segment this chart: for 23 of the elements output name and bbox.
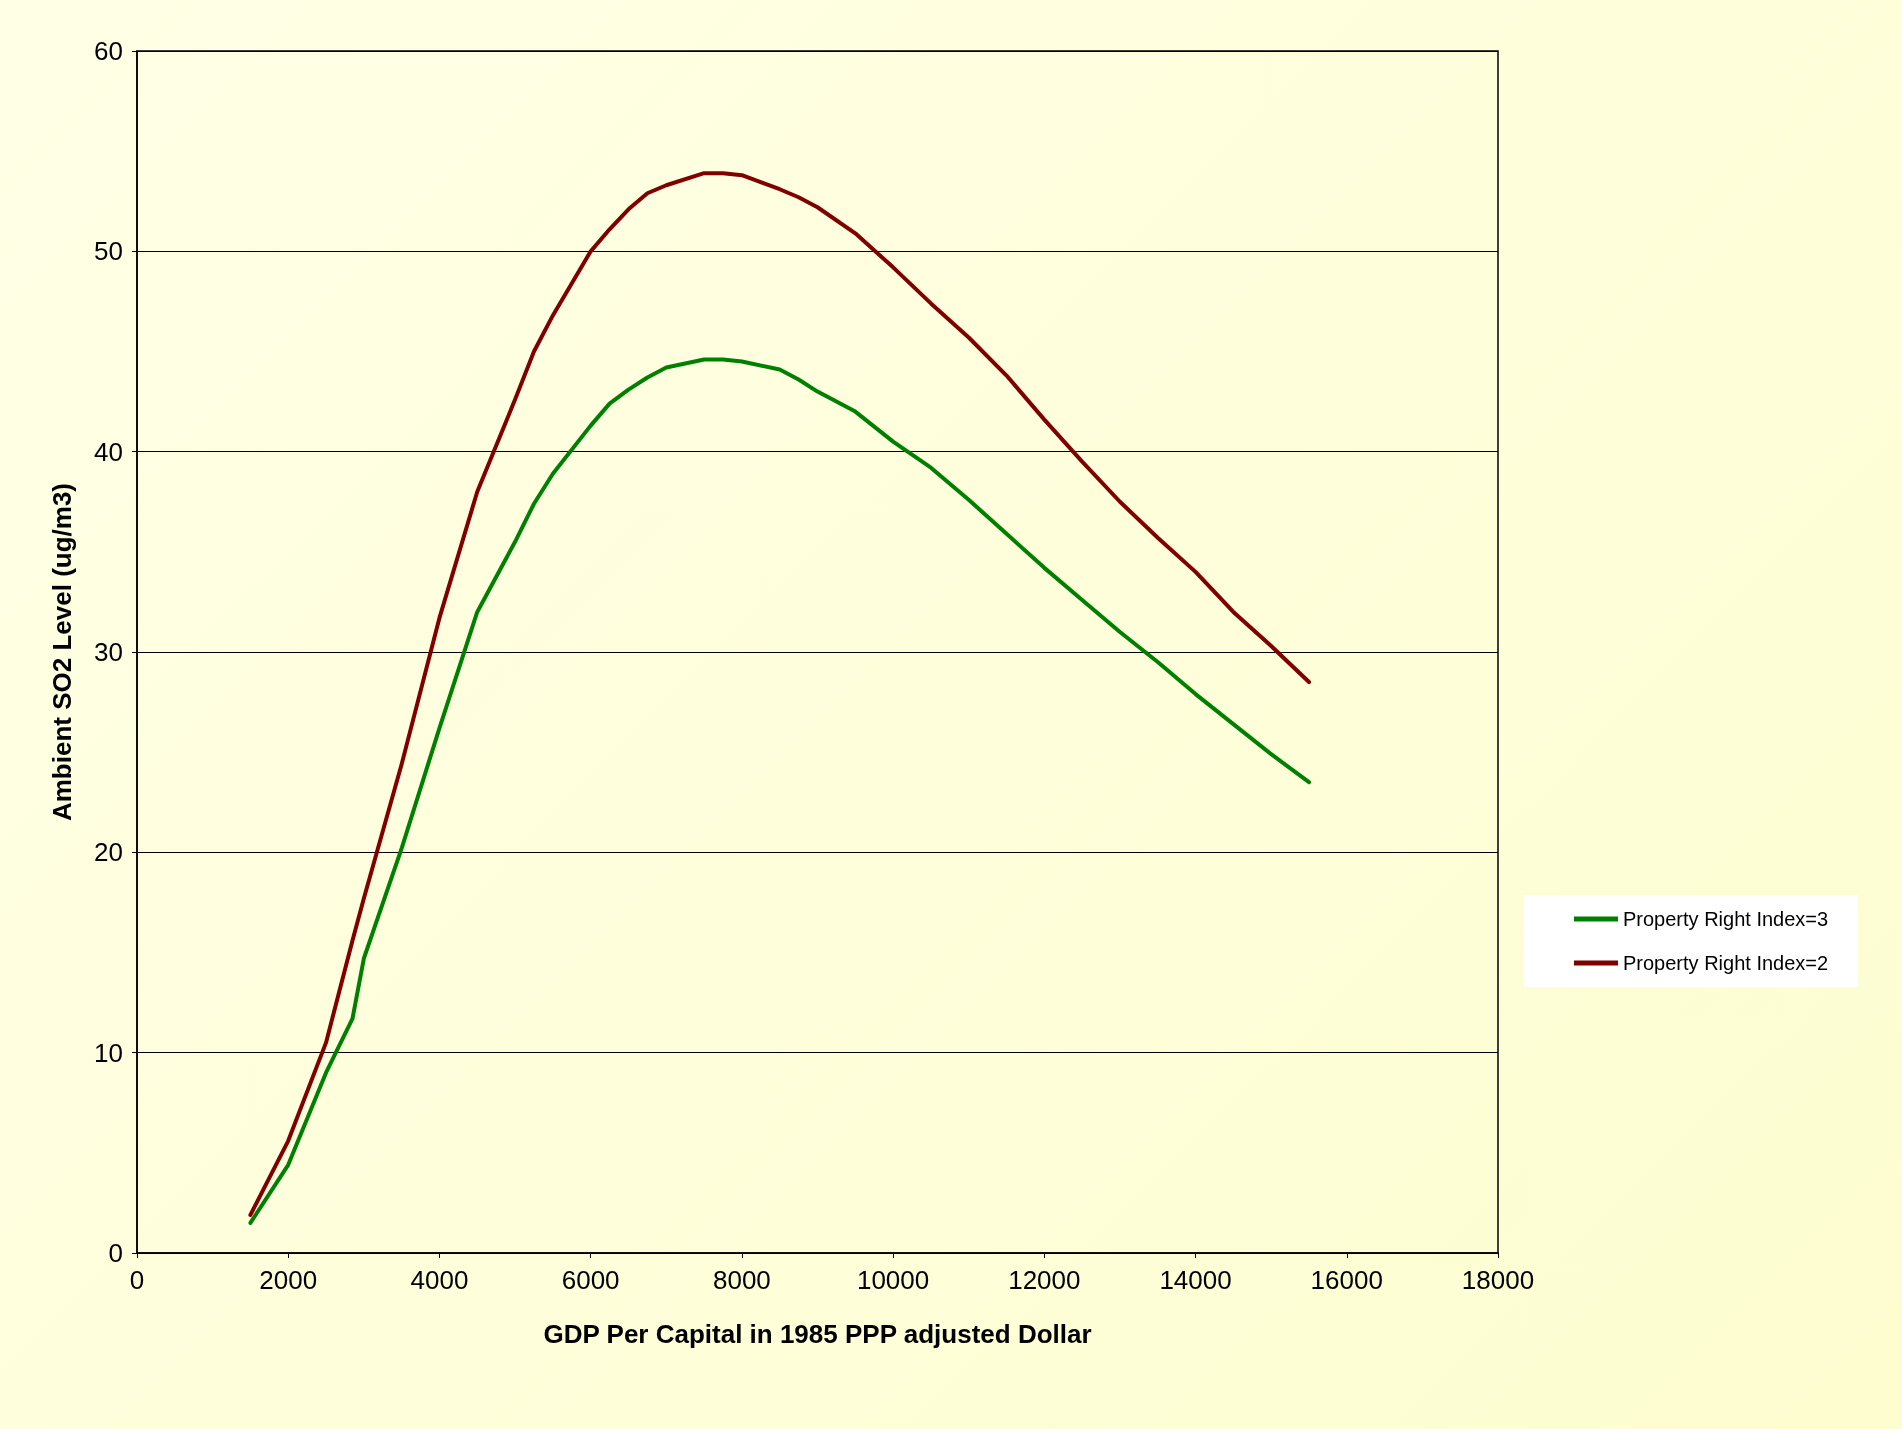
x-tick-label: 8000	[712, 1265, 771, 1295]
y-tick-label: 10	[94, 1037, 123, 1068]
line-series	[248, 171, 1311, 1217]
x-tick-label: 10000	[856, 1265, 930, 1295]
x-tick-label: 4000	[410, 1265, 469, 1295]
x-tick-label: 16000	[1310, 1265, 1383, 1295]
line-series	[248, 357, 1311, 1225]
legend-label: Property Right Index=2	[1623, 952, 1829, 974]
x-tick-label: 2000	[259, 1265, 318, 1295]
legend-label: Property Right Index=3	[1623, 908, 1829, 930]
x-tick-label: 14000	[1159, 1265, 1232, 1295]
x-axis-title: GDP Per Capital in 1985 PPP adjusted Dollar	[543, 1319, 1092, 1349]
x-tick-label: 0	[129, 1265, 145, 1295]
x-tick-label: 12000	[1008, 1265, 1081, 1295]
y-tick-label: 20	[94, 837, 123, 868]
y-tick-label: 0	[108, 1238, 123, 1268]
y-tick-label: 30	[94, 637, 123, 667]
y-tick-label: 50	[94, 236, 123, 267]
y-tick-label: 60	[94, 36, 123, 66]
y-axis-title: Ambient SO2 Level (ug/m3)	[47, 482, 77, 822]
x-tick-label: 18000	[1461, 1265, 1535, 1295]
y-tick-label: 40	[94, 436, 123, 467]
x-tick-label: 6000	[561, 1265, 620, 1295]
